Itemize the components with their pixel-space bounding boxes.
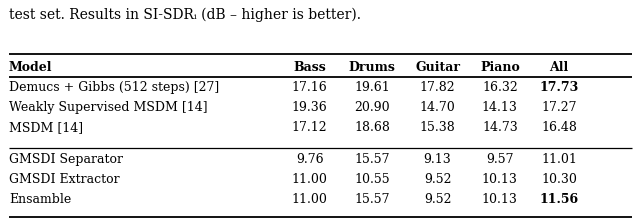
Text: 10.55: 10.55: [355, 173, 390, 186]
Text: 17.27: 17.27: [541, 101, 577, 114]
Text: 15.57: 15.57: [355, 153, 390, 166]
Text: All: All: [550, 61, 569, 74]
Text: 11.00: 11.00: [292, 173, 328, 186]
Text: 11.56: 11.56: [540, 193, 579, 206]
Text: Bass: Bass: [293, 61, 326, 74]
Text: 19.61: 19.61: [354, 81, 390, 94]
Text: 17.16: 17.16: [292, 81, 328, 94]
Text: 16.32: 16.32: [482, 81, 518, 94]
Text: 17.12: 17.12: [292, 121, 328, 134]
Text: GMSDI Extractor: GMSDI Extractor: [9, 173, 120, 186]
Text: 11.00: 11.00: [292, 193, 328, 206]
Text: MSDM [14]: MSDM [14]: [9, 121, 83, 134]
Text: Ensamble: Ensamble: [9, 193, 71, 206]
Text: 18.68: 18.68: [354, 121, 390, 134]
Text: 15.38: 15.38: [420, 121, 456, 134]
Text: Demucs + Gibbs (512 steps) [27]: Demucs + Gibbs (512 steps) [27]: [9, 81, 220, 94]
Text: 9.57: 9.57: [486, 153, 514, 166]
Text: 17.82: 17.82: [420, 81, 455, 94]
Text: Drums: Drums: [349, 61, 396, 74]
Text: Guitar: Guitar: [415, 61, 460, 74]
Text: GMSDI Separator: GMSDI Separator: [9, 153, 123, 166]
Text: 14.13: 14.13: [482, 101, 518, 114]
Text: 19.36: 19.36: [292, 101, 328, 114]
Text: 11.01: 11.01: [541, 153, 577, 166]
Text: 10.13: 10.13: [482, 193, 518, 206]
Text: 9.13: 9.13: [424, 153, 451, 166]
Text: 10.30: 10.30: [541, 173, 577, 186]
Text: Weakly Supervised MSDM [14]: Weakly Supervised MSDM [14]: [9, 101, 207, 114]
Text: test set. Results in SI-SDRᵢ (dB – higher is better).: test set. Results in SI-SDRᵢ (dB – highe…: [9, 8, 361, 22]
Text: 17.73: 17.73: [540, 81, 579, 94]
Text: 10.13: 10.13: [482, 173, 518, 186]
Text: 9.76: 9.76: [296, 153, 324, 166]
Text: 16.48: 16.48: [541, 121, 577, 134]
Text: 20.90: 20.90: [355, 101, 390, 114]
Text: 15.57: 15.57: [355, 193, 390, 206]
Text: Piano: Piano: [480, 61, 520, 74]
Text: 9.52: 9.52: [424, 193, 451, 206]
Text: 9.52: 9.52: [424, 173, 451, 186]
Text: 14.73: 14.73: [482, 121, 518, 134]
Text: Model: Model: [9, 61, 52, 74]
Text: 14.70: 14.70: [420, 101, 456, 114]
